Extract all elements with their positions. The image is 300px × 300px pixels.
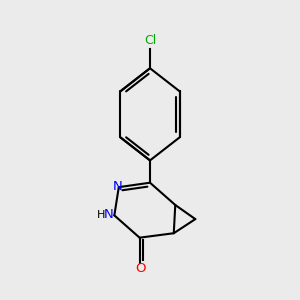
Text: N: N: [104, 208, 114, 221]
Text: H: H: [97, 210, 105, 220]
Text: Cl: Cl: [144, 34, 156, 46]
Text: O: O: [135, 262, 146, 275]
Text: N: N: [112, 180, 122, 193]
